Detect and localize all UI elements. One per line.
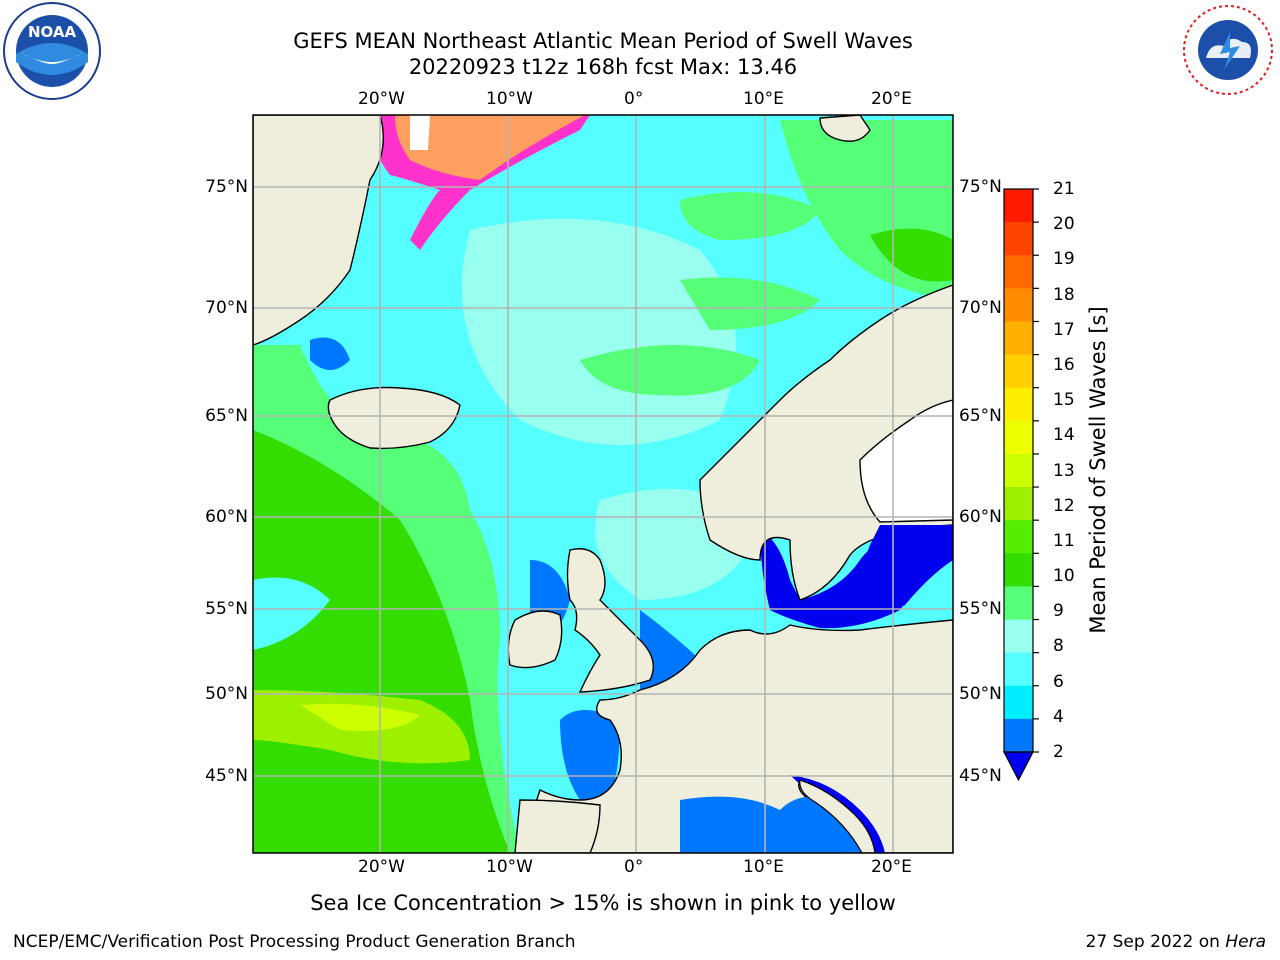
nws-logo xyxy=(1182,4,1274,96)
colorbar-segment-16 xyxy=(1004,718,1033,753)
noaa-logo: NOAA xyxy=(3,2,101,100)
lat-label-right-1: 70°N xyxy=(959,298,1002,318)
lon-label-top-4: 20°E xyxy=(871,89,912,109)
colorbar-tick-label-16: 2 xyxy=(1053,742,1064,762)
land-ireland xyxy=(507,610,563,669)
lat-label-right-5: 50°N xyxy=(959,684,1002,704)
colorbar-tick-label-9: 12 xyxy=(1053,495,1075,516)
colorbar-under-arrow xyxy=(1003,751,1034,782)
lon-label-bottom-2: 0° xyxy=(624,857,644,877)
colorbar-segment-4 xyxy=(1004,321,1033,356)
colorbar-segment-14 xyxy=(1004,652,1033,687)
colorbar-title: Mean Period of Swell Waves [s] xyxy=(1086,306,1110,634)
colorbar-segment-7 xyxy=(1004,420,1033,455)
lat-label-left-0: 75°N xyxy=(205,177,248,197)
sea-ice-core xyxy=(395,115,585,180)
colorbar-tick-label-1: 20 xyxy=(1053,214,1075,235)
lon-label-top-3: 10°E xyxy=(743,89,784,109)
lon-label-bottom-4: 20°E xyxy=(871,857,912,877)
lat-label-right-6: 45°N xyxy=(959,766,1002,786)
colorbar-segment-0 xyxy=(1004,189,1033,223)
colorbar-tick-label-11: 10 xyxy=(1053,566,1075,587)
lon-label-bottom-0: 20°W xyxy=(358,857,405,877)
colorbar-tick-label-6: 15 xyxy=(1053,390,1075,411)
swell-zone-low-bay-of-biscay xyxy=(560,710,620,800)
lon-label-top-2: 0° xyxy=(624,89,644,109)
sea-baltic xyxy=(820,525,953,628)
land-iceland xyxy=(327,386,461,450)
sea-ice-note: Sea Ice Concentration > 15% is shown in … xyxy=(310,891,896,915)
lat-label-left-6: 45°N xyxy=(205,766,248,786)
colorbar-tick-label-12: 9 xyxy=(1053,601,1064,622)
colorbar-segment-1 xyxy=(1004,222,1033,256)
colorbar-tick-label-15: 4 xyxy=(1053,706,1064,727)
colorbar-tick-label-10: 11 xyxy=(1053,530,1075,551)
lon-label-top-1: 10°W xyxy=(486,89,533,109)
colorbar-tick-label-14: 6 xyxy=(1053,671,1064,692)
colorbar-tick-label-13: 8 xyxy=(1053,636,1064,657)
land-sweden-interior-white xyxy=(859,399,953,523)
land-great-britain xyxy=(566,548,654,693)
land-svalbard xyxy=(819,115,871,142)
lat-label-left-3: 60°N xyxy=(205,507,248,527)
footer-date-text: 27 Sep 2022 on xyxy=(1085,932,1220,952)
colorbar-outline xyxy=(1003,188,1034,753)
lat-label-left-2: 65°N xyxy=(205,406,248,426)
colorbar-segment-12 xyxy=(1004,586,1033,621)
colorbar-segment-13 xyxy=(1004,619,1033,654)
colorbar xyxy=(1003,188,1039,782)
colorbar-segment-2 xyxy=(1004,255,1033,289)
colorbar-tick-label-2: 19 xyxy=(1053,249,1075,270)
land-iberia xyxy=(514,799,601,853)
lat-label-left-5: 50°N xyxy=(205,684,248,704)
swell-zone-10s-north xyxy=(580,345,760,396)
lat-label-left-4: 55°N xyxy=(205,599,248,619)
colorbar-segment-3 xyxy=(1004,288,1033,322)
colorbar-segment-5 xyxy=(1004,354,1033,389)
colorbar-tick-label-5: 16 xyxy=(1053,354,1075,375)
chart-title: GEFS MEAN Northeast Atlantic Mean Period… xyxy=(293,29,913,53)
chart-subtitle: 20220923 t12z 168h fcst Max: 13.46 xyxy=(408,55,798,79)
colorbar-segment-11 xyxy=(1004,553,1033,587)
lon-label-bottom-3: 10°E xyxy=(743,857,784,877)
lon-label-bottom-1: 10°W xyxy=(486,857,533,877)
noaa-logo-text: NOAA xyxy=(28,23,77,41)
lat-label-left-1: 70°N xyxy=(205,298,248,318)
colorbar-segment-10 xyxy=(1004,520,1033,554)
colorbar-segment-9 xyxy=(1004,487,1033,521)
colorbar-tick-label-0: 21 xyxy=(1053,179,1075,199)
colorbar-tick-label-4: 17 xyxy=(1053,319,1075,340)
colorbar-tick-label-8: 13 xyxy=(1053,460,1075,481)
lat-label-right-4: 55°N xyxy=(959,599,1002,619)
lon-label-top-0: 20°W xyxy=(358,89,405,109)
footer-credit: NCEP/EMC/Verification Post Processing Pr… xyxy=(13,932,576,952)
colorbar-tick-label-7: 14 xyxy=(1053,425,1075,446)
colorbar-segment-15 xyxy=(1004,685,1033,720)
lat-label-right-3: 60°N xyxy=(959,507,1002,527)
colorbar-tick-label-3: 18 xyxy=(1053,284,1075,305)
footer-host: Hera xyxy=(1225,932,1266,952)
colorbar-segment-6 xyxy=(1004,387,1033,422)
map-frame xyxy=(252,114,954,854)
colorbar-segment-8 xyxy=(1004,453,1033,488)
lat-label-right-2: 65°N xyxy=(959,406,1002,426)
graticule xyxy=(253,115,953,853)
lat-label-right-0: 75°N xyxy=(959,177,1002,197)
land-continental-europe xyxy=(519,619,953,853)
footer-date: 27 Sep 2022 on Hera xyxy=(1086,932,1266,952)
